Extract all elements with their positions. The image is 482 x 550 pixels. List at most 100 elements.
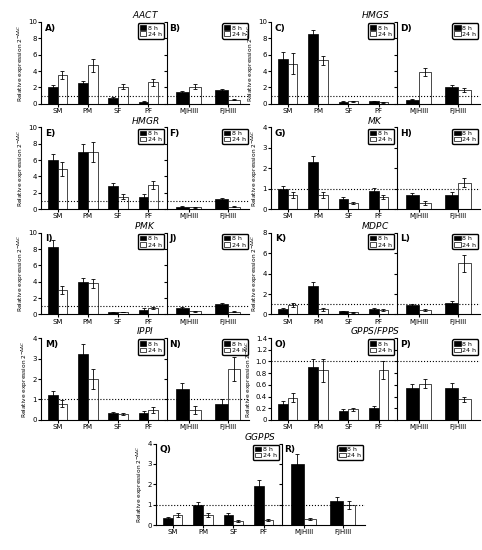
Bar xyxy=(254,486,264,525)
Bar xyxy=(458,183,470,209)
Bar xyxy=(78,282,88,315)
Bar xyxy=(406,195,419,209)
Bar xyxy=(406,305,419,315)
Bar xyxy=(139,197,148,209)
Bar xyxy=(378,370,388,420)
Bar xyxy=(228,312,241,315)
Legend: 8 h, 24 h: 8 h, 24 h xyxy=(222,234,248,250)
Text: $\it{GPPS/FPPS}$: $\it{GPPS/FPPS}$ xyxy=(350,326,401,337)
Bar xyxy=(88,379,97,420)
Bar xyxy=(288,398,297,420)
Bar xyxy=(348,312,358,315)
Bar xyxy=(176,207,188,209)
Bar xyxy=(419,203,431,209)
Bar xyxy=(215,404,228,420)
Legend: 8 h, 24 h: 8 h, 24 h xyxy=(222,23,248,38)
Bar xyxy=(139,412,148,420)
Legend: 8 h, 24 h: 8 h, 24 h xyxy=(138,339,164,355)
Legend: 8 h, 24 h: 8 h, 24 h xyxy=(368,23,394,38)
Bar xyxy=(48,395,58,420)
Legend: 8 h, 24 h: 8 h, 24 h xyxy=(368,234,394,250)
Bar xyxy=(458,399,470,420)
Bar xyxy=(378,197,388,209)
Y-axis label: Relative expression 2$^{-\Delta\Delta C}$: Relative expression 2$^{-\Delta\Delta C}… xyxy=(15,235,26,312)
Bar xyxy=(118,312,128,315)
Bar xyxy=(78,355,88,420)
Bar xyxy=(278,310,288,315)
Bar xyxy=(48,248,58,315)
Text: $\it{HMGS}$: $\it{HMGS}$ xyxy=(361,9,390,20)
Bar xyxy=(163,518,173,525)
Legend: 8 h, 24 h: 8 h, 24 h xyxy=(368,339,394,355)
Text: D): D) xyxy=(400,24,411,32)
Bar xyxy=(378,102,388,104)
Legend: 8 h, 24 h: 8 h, 24 h xyxy=(222,129,248,144)
Bar xyxy=(58,404,67,420)
Bar xyxy=(369,101,378,104)
Bar xyxy=(318,60,328,104)
Bar xyxy=(339,311,348,315)
Bar xyxy=(188,207,201,209)
Text: N): N) xyxy=(170,340,181,349)
Bar xyxy=(78,152,88,209)
Bar xyxy=(264,520,273,525)
Text: B): B) xyxy=(170,24,180,32)
Text: $\it{MK}$: $\it{MK}$ xyxy=(367,115,384,126)
Bar xyxy=(148,185,158,209)
Bar xyxy=(188,86,201,104)
Y-axis label: Relative expression 2$^{-\Delta\Delta C}$: Relative expression 2$^{-\Delta\Delta C}… xyxy=(245,24,256,102)
Bar xyxy=(58,290,67,315)
Bar xyxy=(369,310,378,315)
Legend: 8 h, 24 h: 8 h, 24 h xyxy=(337,445,363,460)
Bar xyxy=(48,86,58,104)
Text: E): E) xyxy=(45,129,55,138)
Bar xyxy=(339,199,348,209)
Legend: 8 h, 24 h: 8 h, 24 h xyxy=(138,129,164,144)
Bar xyxy=(215,199,228,209)
Bar xyxy=(308,34,318,104)
Legend: 8 h, 24 h: 8 h, 24 h xyxy=(138,234,164,250)
Text: I): I) xyxy=(45,234,52,244)
Text: P): P) xyxy=(400,340,410,349)
Bar xyxy=(215,90,228,104)
Bar xyxy=(369,191,378,209)
Text: R): R) xyxy=(284,445,295,454)
Y-axis label: Relative expression 2$^{-\Delta\Delta C}$: Relative expression 2$^{-\Delta\Delta C}… xyxy=(135,446,145,523)
Legend: 8 h, 24 h: 8 h, 24 h xyxy=(453,234,478,250)
Bar xyxy=(188,311,201,315)
Text: $\it{HMGR}$: $\it{HMGR}$ xyxy=(131,115,160,126)
Bar xyxy=(139,310,148,315)
Bar xyxy=(445,388,458,420)
Bar xyxy=(343,505,356,525)
Bar xyxy=(203,515,213,525)
Bar xyxy=(308,286,318,315)
Y-axis label: Relative expression 2$^{-\Delta\Delta C}$: Relative expression 2$^{-\Delta\Delta C}… xyxy=(15,130,26,207)
Bar xyxy=(278,189,288,209)
Bar xyxy=(215,304,228,315)
Bar xyxy=(58,75,67,104)
Legend: 8 h, 24 h: 8 h, 24 h xyxy=(222,339,248,355)
Text: Q): Q) xyxy=(160,445,172,454)
Text: G): G) xyxy=(275,129,286,138)
Bar xyxy=(348,409,358,420)
Bar xyxy=(445,87,458,104)
Bar xyxy=(108,312,118,315)
Bar xyxy=(228,369,241,420)
Text: $\it{IPPI}$: $\it{IPPI}$ xyxy=(136,326,154,337)
Bar xyxy=(228,100,241,104)
Bar xyxy=(304,519,316,525)
Bar xyxy=(288,305,297,315)
Bar xyxy=(148,308,158,315)
Text: H): H) xyxy=(400,129,412,138)
Bar xyxy=(419,310,431,315)
Y-axis label: Relative expression 2$^{-\Delta\Delta C}$: Relative expression 2$^{-\Delta\Delta C}… xyxy=(250,130,260,207)
Bar xyxy=(378,310,388,315)
Bar xyxy=(419,72,431,104)
Bar xyxy=(318,195,328,209)
Bar xyxy=(188,410,201,420)
Text: M): M) xyxy=(45,340,58,349)
Text: K): K) xyxy=(275,234,286,244)
Text: $\it{MDPC}$: $\it{MDPC}$ xyxy=(361,220,389,231)
Legend: 8 h, 24 h: 8 h, 24 h xyxy=(453,339,478,355)
Bar xyxy=(228,207,241,209)
